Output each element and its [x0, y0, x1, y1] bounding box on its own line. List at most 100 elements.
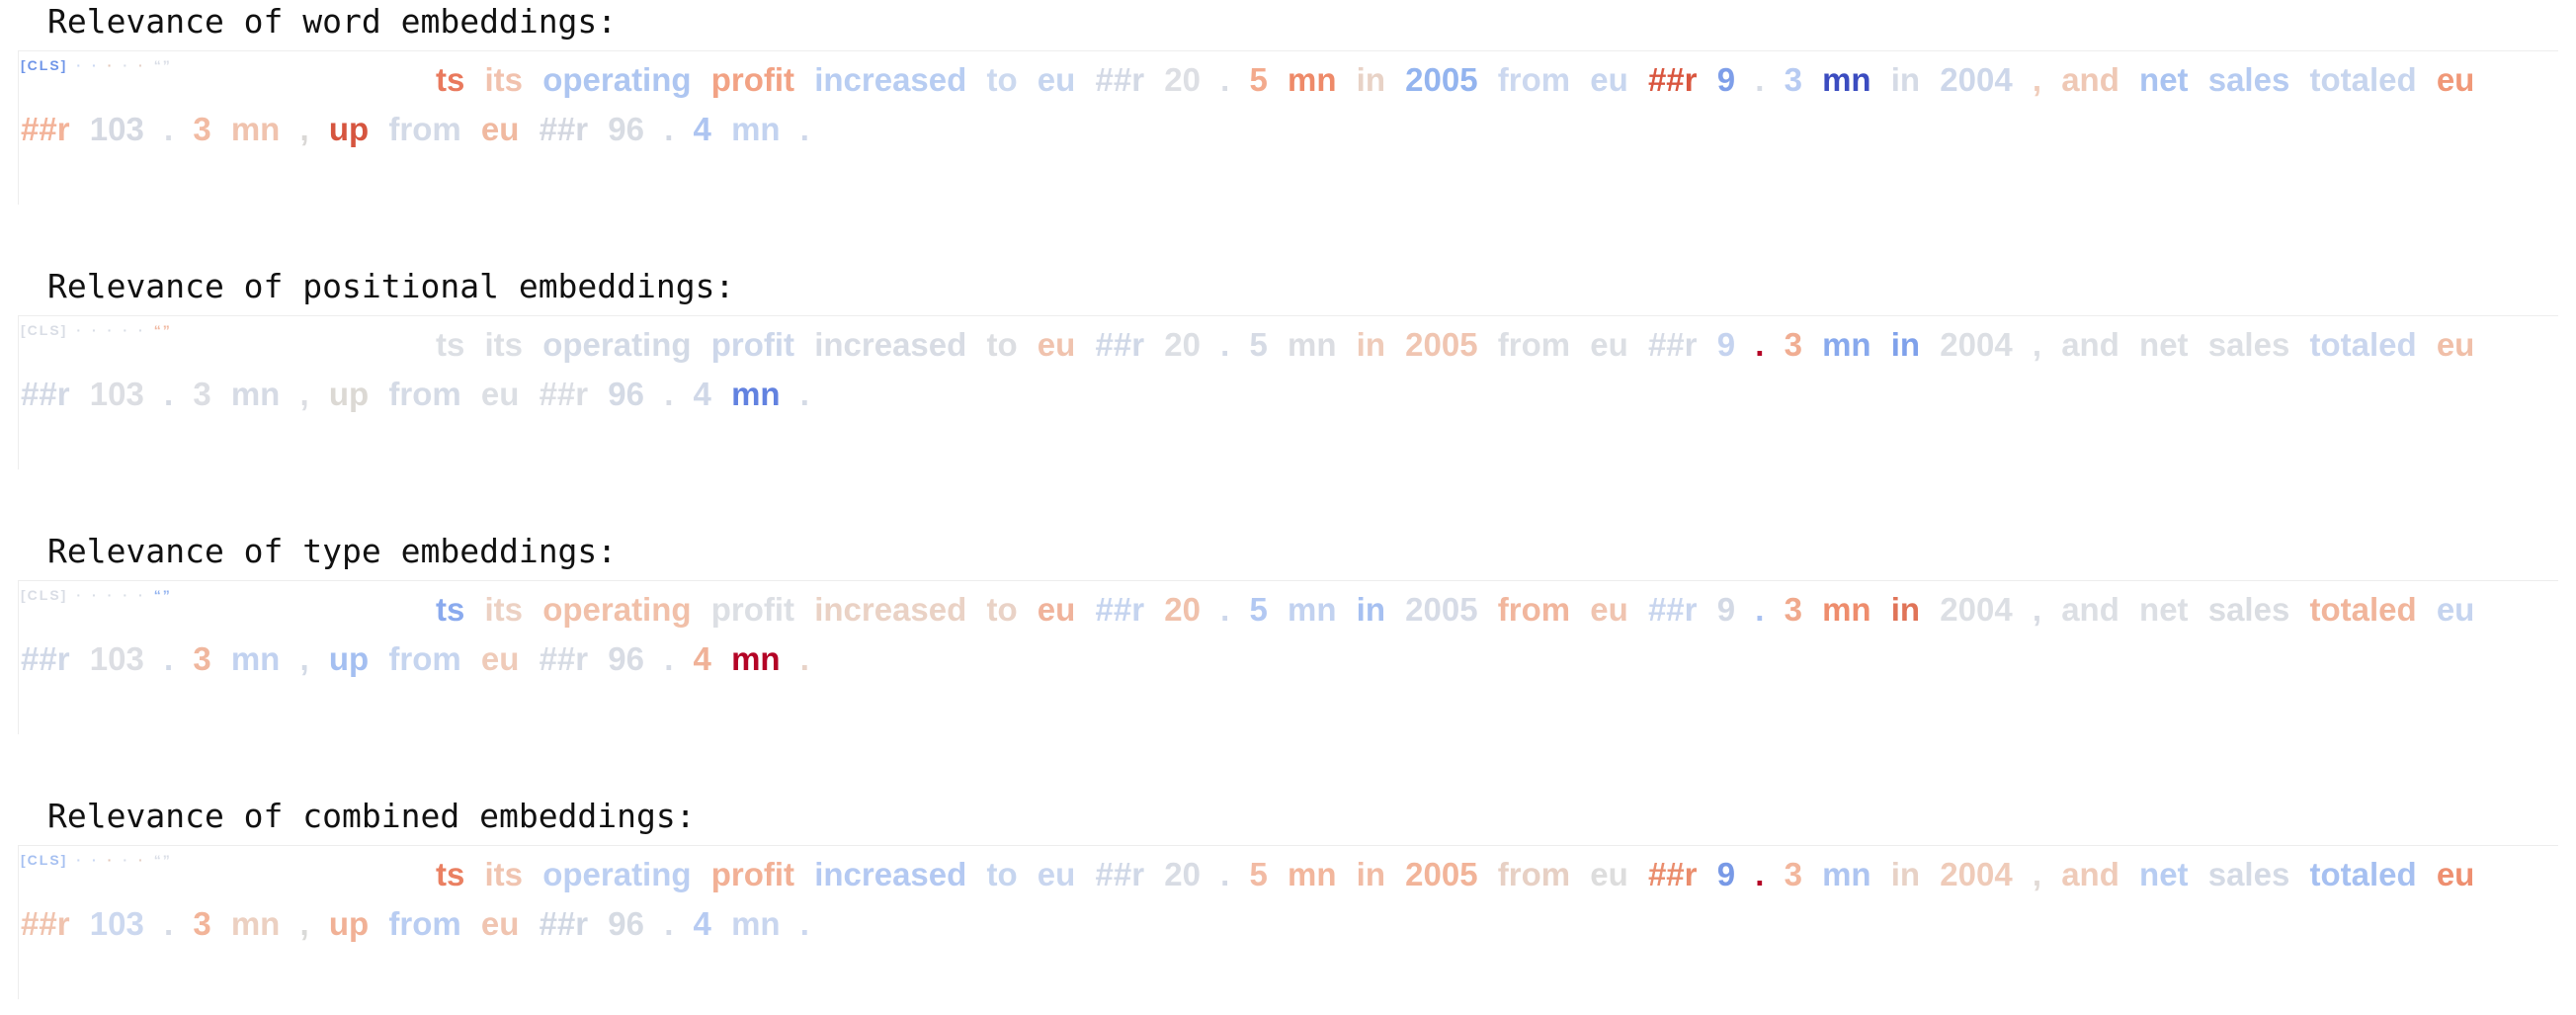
token: 20	[1164, 326, 1201, 363]
token: mn	[230, 111, 281, 147]
token: sales	[2207, 326, 2290, 363]
token: mn	[1287, 591, 1337, 628]
special-token: [CLS]	[21, 852, 68, 868]
token: and	[2061, 326, 2119, 363]
token: 2005	[1405, 856, 1478, 892]
token: eu	[1037, 326, 1076, 363]
special-token: ·	[107, 57, 115, 73]
token: net	[2139, 856, 2189, 892]
token-sequence: [CLS] · · · · · “” ts its operating profit incr…	[21, 585, 2550, 684]
token: ts	[436, 326, 465, 363]
special-tokens: [CLS] · · · · · “”	[21, 55, 436, 75]
token: and	[2061, 856, 2119, 892]
special-token: ·	[107, 587, 115, 603]
token: 4	[693, 905, 711, 942]
token: 4	[693, 111, 711, 147]
token: eu	[480, 376, 520, 412]
token: up	[328, 905, 370, 942]
token: .	[1220, 61, 1230, 98]
token-heatmap-panel: [CLS] · · · · · “” ts its operating profit incr…	[18, 50, 2558, 205]
token: ,	[2032, 326, 2042, 363]
token: ##r	[539, 905, 589, 942]
token: mn	[230, 640, 281, 677]
token: eu	[2436, 856, 2475, 892]
token: 3	[193, 640, 211, 677]
token: .	[163, 905, 174, 942]
token: eu	[2436, 61, 2475, 98]
special-token: ·	[76, 322, 83, 338]
token: 4	[693, 640, 711, 677]
token: mn	[731, 905, 781, 942]
token: mn	[230, 376, 281, 412]
token: 20	[1164, 591, 1201, 628]
token: sales	[2207, 61, 2290, 98]
token: from	[388, 376, 461, 412]
token: 103	[89, 111, 144, 147]
token: 9	[1716, 856, 1736, 892]
token: mn	[1287, 856, 1337, 892]
special-token: ·	[76, 57, 83, 73]
token: 4	[693, 376, 711, 412]
token: in	[1890, 326, 1921, 363]
special-tokens: [CLS] · · · · · “”	[21, 850, 436, 870]
token: 5	[1249, 856, 1268, 892]
token: 103	[89, 376, 144, 412]
token: profit	[710, 591, 795, 628]
token: up	[328, 111, 370, 147]
section-heading: Relevance of combined embeddings:	[47, 797, 696, 835]
token: and	[2061, 591, 2119, 628]
token: net	[2139, 61, 2189, 98]
token: .	[1755, 591, 1765, 628]
token: eu	[480, 905, 520, 942]
token: ##r	[539, 376, 589, 412]
special-token: ·	[92, 322, 99, 338]
token: 2005	[1405, 326, 1478, 363]
token: mn	[230, 905, 281, 942]
special-token: ·	[138, 587, 145, 603]
token: .	[799, 640, 809, 677]
token: totaled	[2309, 591, 2417, 628]
token: 3	[1784, 61, 1802, 98]
token: ,	[299, 905, 309, 942]
token: 3	[193, 905, 211, 942]
token: eu	[2436, 591, 2475, 628]
token: increased	[814, 591, 967, 628]
section-heading: Relevance of type embeddings:	[47, 532, 618, 570]
token: net	[2139, 591, 2189, 628]
section-heading: Relevance of word embeddings:	[47, 2, 618, 41]
token: from	[388, 111, 461, 147]
token: .	[664, 111, 674, 147]
special-tokens: [CLS] · · · · · “”	[21, 585, 436, 605]
token: ##r	[539, 111, 589, 147]
token: 2004	[1940, 856, 2013, 892]
token: sales	[2207, 856, 2290, 892]
token-sequence: [CLS] · · · · · “” ts its operating profit incr…	[21, 320, 2550, 419]
token: 5	[1249, 591, 1268, 628]
token: eu	[1590, 326, 1628, 363]
token: 9	[1716, 591, 1736, 628]
token: .	[664, 376, 674, 412]
token: increased	[814, 856, 967, 892]
token: mn	[731, 376, 781, 412]
token: ##r	[539, 640, 589, 677]
token: ##r	[1647, 326, 1698, 363]
token: 96	[608, 376, 645, 412]
special-token: ·	[123, 322, 130, 338]
token: mn	[731, 111, 781, 147]
token: 96	[608, 905, 645, 942]
token: in	[1356, 591, 1385, 628]
special-token: ·	[138, 852, 145, 868]
token: 103	[89, 905, 144, 942]
token: eu	[1037, 61, 1076, 98]
token: .	[163, 376, 174, 412]
token: net	[2139, 326, 2189, 363]
token: to	[986, 856, 1018, 892]
token: ##r	[1647, 591, 1698, 628]
token: sales	[2207, 591, 2290, 628]
token: ##r	[1095, 856, 1145, 892]
token: its	[484, 61, 524, 98]
token: 3	[193, 376, 211, 412]
special-tokens: [CLS] · · · · · “”	[21, 320, 436, 340]
token: ##r	[1095, 326, 1145, 363]
token: .	[799, 111, 809, 147]
